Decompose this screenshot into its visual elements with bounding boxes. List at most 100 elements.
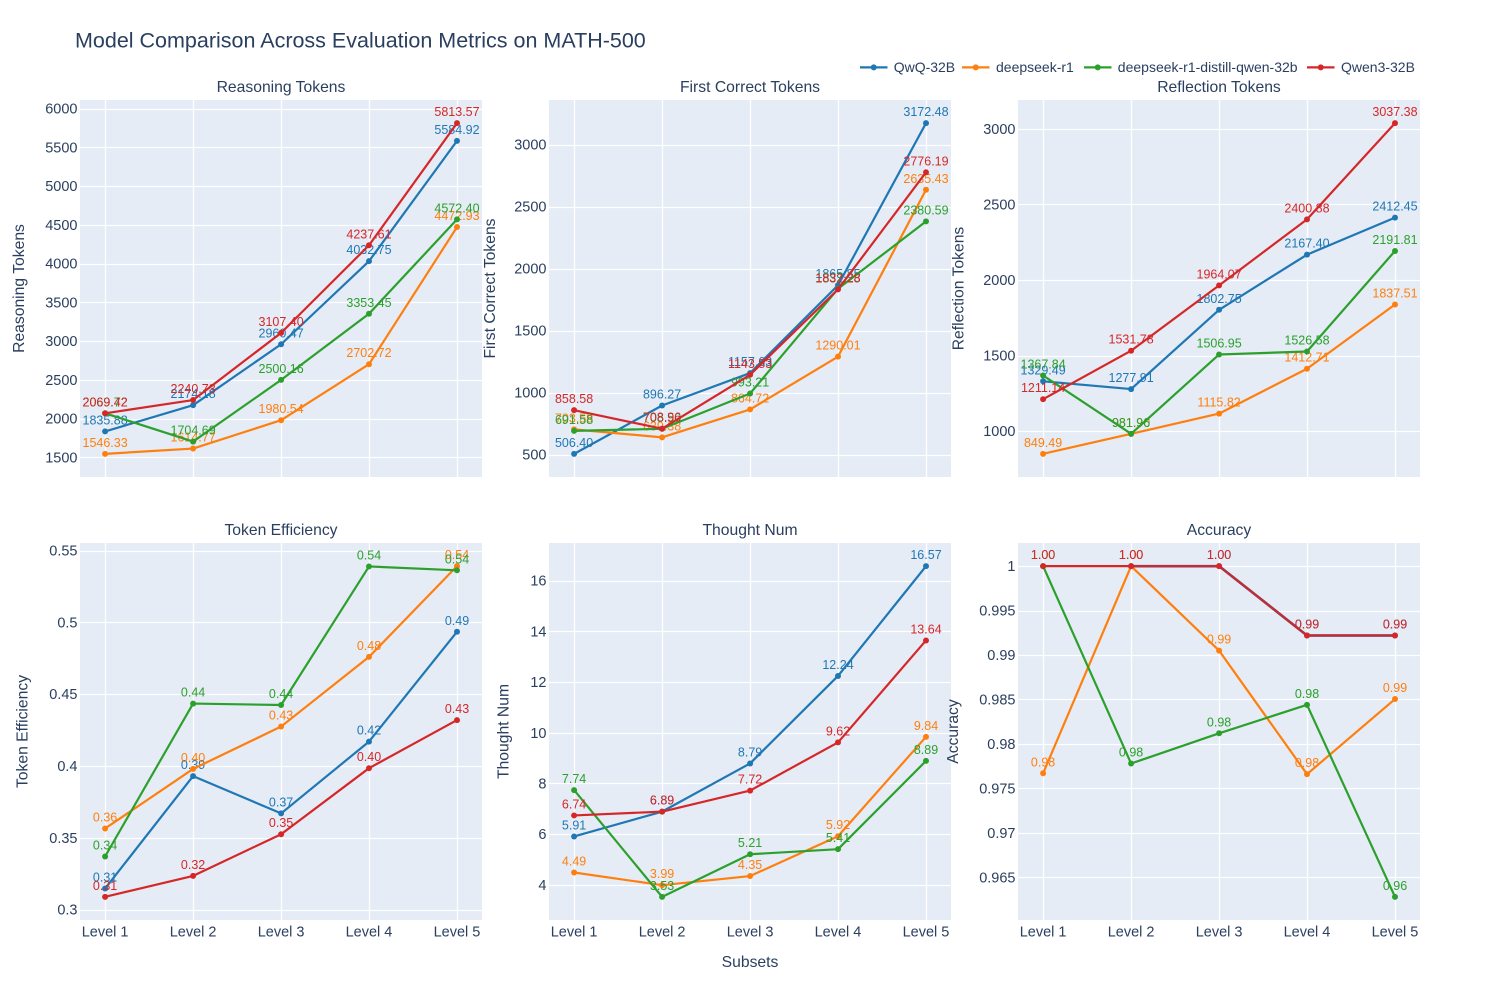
svg-text:0.97: 0.97 — [987, 826, 1015, 842]
svg-text:703.58: 703.58 — [555, 411, 593, 425]
svg-text:Token Efficiency: Token Efficiency — [15, 675, 32, 788]
svg-text:1837.51: 1837.51 — [1372, 287, 1417, 301]
svg-text:3037.38: 3037.38 — [1372, 105, 1417, 119]
svg-text:0.98: 0.98 — [1207, 715, 1231, 729]
svg-text:6.89: 6.89 — [650, 794, 674, 808]
svg-text:0.48: 0.48 — [357, 639, 381, 653]
svg-text:1.00: 1.00 — [1031, 548, 1055, 562]
svg-text:5.41: 5.41 — [826, 831, 850, 845]
svg-text:0.35: 0.35 — [269, 816, 293, 830]
svg-text:1290.01: 1290.01 — [815, 339, 860, 353]
svg-text:0.99: 0.99 — [1383, 618, 1407, 632]
svg-text:0.40: 0.40 — [181, 751, 205, 765]
svg-text:7.74: 7.74 — [562, 772, 586, 786]
svg-text:Level 2: Level 2 — [170, 925, 217, 941]
svg-text:1.00: 1.00 — [1207, 548, 1231, 562]
svg-text:0.975: 0.975 — [979, 781, 1015, 797]
svg-text:1500: 1500 — [983, 349, 1015, 365]
svg-text:2500: 2500 — [983, 197, 1015, 213]
svg-text:1704.69: 1704.69 — [171, 424, 216, 438]
svg-text:0.40: 0.40 — [357, 750, 381, 764]
svg-text:1506.95: 1506.95 — [1197, 337, 1242, 351]
svg-text:1802.75: 1802.75 — [1197, 292, 1242, 306]
svg-text:5584.92: 5584.92 — [434, 123, 479, 137]
svg-text:Qwen3-32B: Qwen3-32B — [1341, 59, 1415, 75]
svg-text:3000: 3000 — [514, 138, 546, 154]
svg-text:2500.16: 2500.16 — [259, 362, 304, 376]
svg-text:1000: 1000 — [983, 424, 1015, 440]
svg-text:Thought Num: Thought Num — [702, 522, 797, 539]
svg-text:0.32: 0.32 — [181, 858, 205, 872]
svg-text:8: 8 — [538, 777, 546, 793]
svg-text:0.44: 0.44 — [181, 686, 205, 700]
svg-text:5.92: 5.92 — [826, 818, 850, 832]
svg-text:0.99: 0.99 — [1383, 618, 1407, 632]
svg-text:12: 12 — [530, 675, 546, 691]
svg-text:4500: 4500 — [45, 218, 77, 234]
svg-text:2412.45: 2412.45 — [1372, 200, 1417, 214]
svg-text:3.53: 3.53 — [650, 879, 674, 893]
svg-text:691.58: 691.58 — [555, 413, 593, 427]
svg-text:deepseek-r1: deepseek-r1 — [996, 59, 1074, 75]
svg-text:1000: 1000 — [514, 386, 546, 402]
svg-text:16.57: 16.57 — [910, 548, 941, 562]
svg-text:0.42: 0.42 — [357, 724, 381, 738]
svg-text:Accuracy: Accuracy — [1187, 522, 1252, 539]
svg-text:4032.75: 4032.75 — [346, 243, 391, 257]
svg-text:Level 2: Level 2 — [1108, 925, 1155, 941]
svg-text:3353.45: 3353.45 — [346, 296, 391, 310]
svg-text:2500: 2500 — [514, 200, 546, 216]
svg-text:0.43: 0.43 — [445, 702, 469, 716]
svg-text:Token Efficiency: Token Efficiency — [224, 522, 337, 539]
svg-text:1412.71: 1412.71 — [1284, 351, 1329, 365]
svg-text:0.965: 0.965 — [979, 870, 1015, 886]
svg-text:5.21: 5.21 — [738, 836, 762, 850]
svg-text:0.54: 0.54 — [357, 548, 381, 562]
svg-text:2400.88: 2400.88 — [1284, 201, 1329, 215]
svg-text:0.99: 0.99 — [987, 648, 1015, 664]
svg-text:5000: 5000 — [45, 179, 77, 195]
svg-text:0.54: 0.54 — [445, 552, 469, 566]
svg-text:0.55: 0.55 — [49, 544, 77, 560]
svg-text:708.96: 708.96 — [643, 411, 681, 425]
svg-text:3000: 3000 — [45, 334, 77, 350]
svg-text:Level 3: Level 3 — [258, 925, 305, 941]
svg-text:16: 16 — [530, 574, 546, 590]
svg-text:4000: 4000 — [45, 257, 77, 273]
svg-text:6: 6 — [538, 827, 546, 843]
svg-text:Reflection Tokens: Reflection Tokens — [951, 227, 968, 351]
svg-text:0.35: 0.35 — [49, 831, 77, 847]
svg-text:506.40: 506.40 — [555, 436, 593, 450]
svg-text:1865.85: 1865.85 — [815, 267, 860, 281]
svg-text:First Correct Tokens: First Correct Tokens — [680, 79, 820, 96]
svg-text:1526.58: 1526.58 — [1284, 334, 1329, 348]
svg-text:6000: 6000 — [45, 102, 77, 118]
svg-text:4237.61: 4237.61 — [346, 227, 391, 241]
svg-text:4472.93: 4472.93 — [434, 209, 479, 223]
svg-text:0.98: 0.98 — [1119, 746, 1143, 760]
svg-text:2240.73: 2240.73 — [171, 382, 216, 396]
svg-text:993.21: 993.21 — [731, 376, 769, 390]
svg-text:2000: 2000 — [983, 273, 1015, 289]
svg-text:0.98: 0.98 — [1295, 687, 1319, 701]
svg-text:1964.07: 1964.07 — [1197, 267, 1242, 281]
svg-text:864.72: 864.72 — [731, 391, 769, 405]
svg-text:2500: 2500 — [45, 373, 77, 389]
svg-text:2635.43: 2635.43 — [903, 172, 948, 186]
svg-text:Level 1: Level 1 — [82, 925, 129, 941]
svg-text:0.98: 0.98 — [1295, 756, 1319, 770]
svg-text:0.49: 0.49 — [445, 614, 469, 628]
svg-text:0.37: 0.37 — [269, 795, 293, 809]
svg-text:Level 5: Level 5 — [1372, 925, 1419, 941]
svg-text:1143.83: 1143.83 — [728, 357, 772, 371]
svg-text:0.98: 0.98 — [987, 737, 1015, 753]
svg-text:1.00: 1.00 — [1119, 548, 1143, 562]
svg-text:0.99: 0.99 — [1295, 618, 1319, 632]
svg-text:Subsets: Subsets — [722, 954, 779, 971]
svg-text:708.50: 708.50 — [643, 411, 681, 425]
svg-text:7.72: 7.72 — [738, 773, 762, 787]
svg-text:8.89: 8.89 — [914, 743, 938, 757]
svg-text:Accuracy: Accuracy — [945, 699, 962, 764]
svg-text:1531.78: 1531.78 — [1109, 333, 1154, 347]
svg-text:1115.82: 1115.82 — [1197, 396, 1240, 410]
